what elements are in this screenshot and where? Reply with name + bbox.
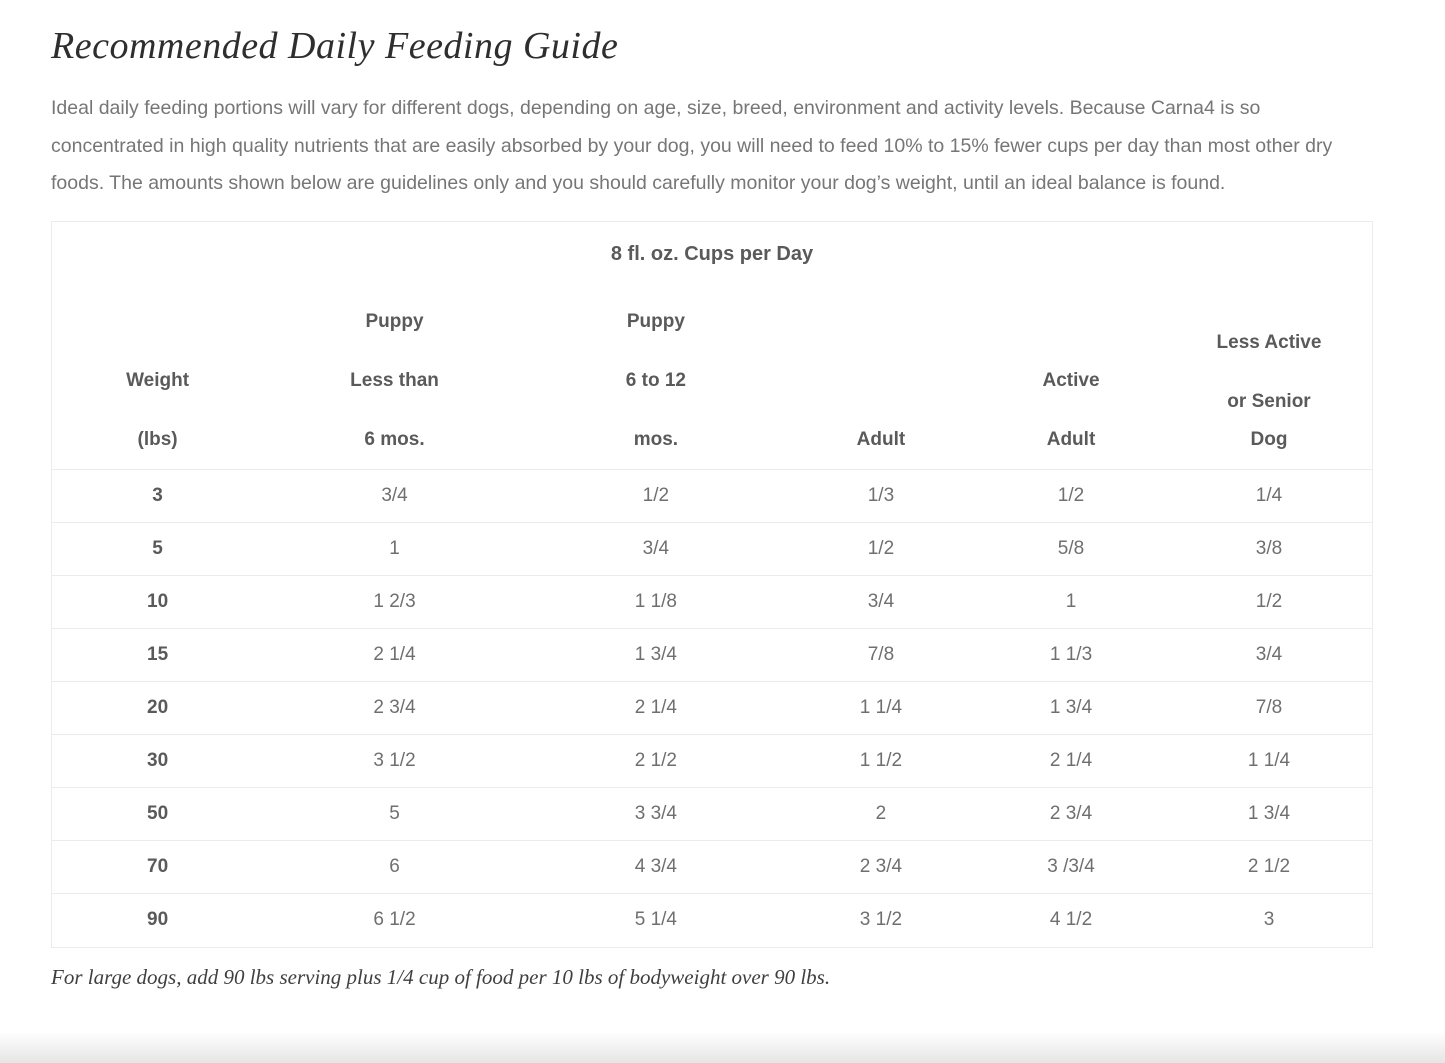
table-cell: 1 3/4 xyxy=(634,643,677,665)
header-cell: Puppy Less than 6 mos. xyxy=(263,310,526,452)
header-cell: Puppy 6 to 12 mos. xyxy=(526,310,786,452)
intro-paragraph: Ideal daily feeding portions will vary f… xyxy=(51,97,1333,194)
weight-cell: 70 xyxy=(147,855,169,877)
header-line: Less Active xyxy=(1216,331,1322,353)
header-line: 6 mos. xyxy=(364,428,425,450)
table-cell: 1/2 xyxy=(642,484,670,506)
table-cell: 5 xyxy=(389,802,400,824)
table-cell: 2 1/4 xyxy=(634,696,677,718)
table-cell: 1 xyxy=(389,537,400,559)
header-line: Adult xyxy=(1046,428,1096,450)
table-cell: 1 1/2 xyxy=(859,749,903,771)
header-line: Puppy xyxy=(626,310,685,332)
feeding-guide-page: Recommended Daily Feeding Guide Ideal da… xyxy=(0,24,1445,992)
table-cell: 1 1/3 xyxy=(1049,643,1093,665)
table-cell: 2 3/4 xyxy=(373,696,416,718)
table-cell: 3 xyxy=(1263,909,1275,930)
weight-cell: 15 xyxy=(147,643,169,665)
table-cell: 1 1/4 xyxy=(1247,749,1291,771)
table-row: 5 1 3/4 1/2 5/8 3/8 xyxy=(52,523,1372,576)
table-cell: 1 3/4 xyxy=(1049,696,1093,718)
header-line: or Senior xyxy=(1227,390,1311,412)
weight-cell: 5 xyxy=(152,537,163,559)
table-cell: 1/2 xyxy=(867,537,895,559)
table-row: 90 6 1/2 5 1/4 3 1/2 4 1/2 3 xyxy=(52,894,1372,947)
table-cell: 6 xyxy=(389,855,400,877)
table-cell: 2 1/2 xyxy=(1247,855,1291,877)
table-cell: 7/8 xyxy=(1255,696,1283,718)
weight-cell: 30 xyxy=(147,749,169,771)
table-cell: 2 xyxy=(875,802,887,824)
header-line: Weight xyxy=(126,369,190,391)
large-dog-footnote: For large dogs, add 90 lbs serving plus … xyxy=(51,964,831,989)
table-cell: 3 1/2 xyxy=(373,749,416,771)
header-line: Adult xyxy=(856,428,906,450)
weight-cell: 20 xyxy=(147,696,169,718)
weight-cell: 3 xyxy=(152,484,163,506)
table-row: 70 6 4 3/4 2 3/4 3 /3/4 2 1/2 xyxy=(52,841,1372,894)
table-cell: 3 /3/4 xyxy=(1047,855,1095,877)
header-cell: Active Adult xyxy=(976,369,1166,452)
weight-cell: 90 xyxy=(147,909,169,930)
table-cell: 1 2/3 xyxy=(373,590,416,612)
header-cell: Adult xyxy=(786,428,976,452)
table-cell: 4 1/2 xyxy=(1049,909,1093,930)
table-cell: 6 1/2 xyxy=(373,909,416,930)
table-cell: 2 1/4 xyxy=(373,643,416,665)
table-cell: 3/4 xyxy=(381,484,408,506)
table-cell: 4 3/4 xyxy=(634,855,677,877)
table-cell: 5/8 xyxy=(1057,537,1085,559)
table-body: 3 3/4 1/2 1/3 1/2 1/4 5 1 3/4 1/2 5/8 3/8 10 1 2/3 1 1… xyxy=(52,470,1372,947)
table-cell: 2 3/4 xyxy=(859,855,903,877)
weight-cell: 50 xyxy=(147,802,169,824)
table-cell: 3 1/2 xyxy=(859,909,903,930)
header-line: Less than xyxy=(350,369,439,391)
header-line: (lbs) xyxy=(137,428,178,450)
page-title: Recommended Daily Feeding Guide xyxy=(51,25,619,67)
table-cell: 3 3/4 xyxy=(634,802,677,824)
table-cell: 3/4 xyxy=(867,590,895,612)
table-cell: 1/2 xyxy=(1057,484,1085,506)
table-row: 10 1 2/3 1 1/8 3/4 1 1/2 xyxy=(52,576,1372,629)
header-line: Active xyxy=(1042,369,1100,391)
table-cell: 2 1/4 xyxy=(1049,749,1093,771)
table-row: 30 3 1/2 2 1/2 1 1/2 2 1/4 1 1/4 xyxy=(52,735,1372,788)
header-line: mos. xyxy=(633,428,679,450)
table-row: 50 5 3 3/4 2 2 3/4 1 3/4 xyxy=(52,788,1372,841)
header-line: Dog xyxy=(1250,428,1288,450)
table-row: 3 3/4 1/2 1/3 1/2 1/4 xyxy=(52,470,1372,523)
table-cell: 5 1/4 xyxy=(634,909,677,930)
table-cell: 7/8 xyxy=(867,643,895,665)
table-cell: 3/8 xyxy=(1255,537,1283,559)
table-cell: 1/4 xyxy=(1255,484,1283,506)
table-cell: 1/2 xyxy=(1255,590,1283,612)
header-cell: Less Active or Senior Dog xyxy=(1166,331,1372,452)
header-line: Puppy xyxy=(365,310,424,332)
table-cell: 2 1/2 xyxy=(634,749,677,771)
page-bottom-fade xyxy=(0,1031,1445,1063)
table-header-row: Weight (lbs) Puppy Less than 6 mos. Puppy 6 to… xyxy=(52,268,1372,470)
table-row: 15 2 1/4 1 3/4 7/8 1 1/3 3/4 xyxy=(52,629,1372,682)
table-cell: 2 3/4 xyxy=(1049,802,1093,824)
table-cell: 1 1/8 xyxy=(634,590,677,612)
table-cell: 3/4 xyxy=(1255,643,1283,665)
table-cell: 1/3 xyxy=(867,484,895,506)
weight-cell: 10 xyxy=(147,590,169,612)
table-row: 20 2 3/4 2 1/4 1 1/4 1 3/4 7/8 xyxy=(52,682,1372,735)
header-cell: Weight (lbs) xyxy=(52,369,263,452)
table-cell: 1 1/4 xyxy=(859,696,903,718)
feeding-guide-table: 8 fl. oz. Cups per Day Weight (lbs) Puppy L… xyxy=(51,220,1373,948)
table-cell: 3/4 xyxy=(642,537,670,559)
table-caption: 8 fl. oz. Cups per Day xyxy=(610,242,814,265)
table-cell: 1 xyxy=(1065,590,1077,612)
table-cell: 1 3/4 xyxy=(1247,802,1291,824)
header-line: 6 to 12 xyxy=(625,369,686,391)
